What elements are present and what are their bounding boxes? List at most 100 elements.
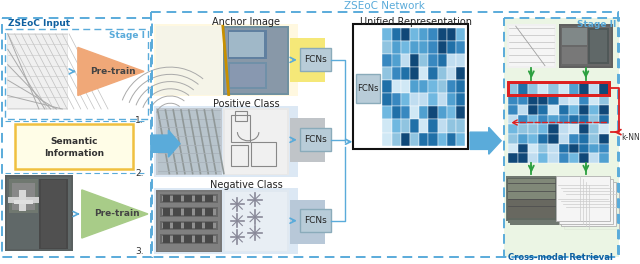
Bar: [392, 106, 401, 120]
Bar: [447, 120, 456, 133]
Bar: [569, 134, 579, 144]
Bar: [508, 82, 609, 95]
Bar: [438, 28, 447, 41]
Bar: [589, 134, 599, 144]
Text: Semantic: Semantic: [50, 137, 98, 146]
Bar: [401, 93, 410, 106]
Bar: [559, 134, 569, 144]
Bar: [569, 96, 579, 105]
Bar: [589, 115, 599, 124]
Polygon shape: [151, 130, 180, 157]
Bar: [438, 106, 447, 120]
Bar: [410, 106, 419, 120]
Bar: [528, 115, 538, 124]
Bar: [599, 82, 609, 95]
Bar: [410, 120, 419, 133]
Bar: [410, 80, 419, 93]
Polygon shape: [470, 127, 501, 154]
Bar: [538, 82, 548, 95]
Bar: [154, 106, 298, 177]
Bar: [428, 120, 438, 133]
Bar: [509, 26, 554, 66]
Bar: [508, 179, 555, 199]
Bar: [528, 153, 538, 163]
Bar: [392, 133, 401, 146]
Bar: [447, 93, 456, 106]
Bar: [41, 180, 66, 248]
Text: 1.: 1.: [136, 116, 144, 125]
Bar: [163, 235, 170, 243]
Bar: [518, 144, 528, 153]
Bar: [504, 18, 619, 257]
Bar: [456, 120, 465, 133]
Bar: [456, 41, 465, 54]
Bar: [184, 208, 192, 216]
Bar: [504, 18, 619, 257]
Text: FCNs: FCNs: [304, 55, 326, 64]
Bar: [548, 144, 559, 153]
Bar: [507, 24, 556, 68]
Bar: [161, 223, 216, 228]
Text: Stage II: Stage II: [577, 20, 616, 29]
Bar: [538, 153, 548, 163]
Bar: [428, 28, 438, 41]
Bar: [353, 24, 468, 149]
Bar: [173, 222, 181, 229]
Bar: [159, 221, 218, 230]
Bar: [163, 208, 170, 216]
Bar: [548, 134, 559, 144]
Bar: [548, 96, 559, 105]
Bar: [569, 124, 579, 134]
Text: FCNs: FCNs: [304, 216, 326, 225]
Bar: [438, 93, 447, 106]
Bar: [559, 82, 569, 95]
Bar: [559, 24, 613, 68]
Bar: [228, 62, 267, 89]
Bar: [383, 67, 392, 80]
Bar: [447, 41, 456, 54]
Bar: [39, 179, 68, 249]
Bar: [559, 124, 569, 134]
Text: Stage I: Stage I: [109, 31, 145, 40]
Bar: [507, 178, 556, 220]
Bar: [195, 195, 202, 202]
Bar: [383, 120, 392, 133]
Bar: [419, 120, 428, 133]
Bar: [428, 106, 438, 120]
Bar: [392, 67, 401, 80]
Bar: [438, 80, 447, 93]
Bar: [508, 124, 518, 134]
Text: ZSEoC Network: ZSEoC Network: [344, 1, 425, 11]
Bar: [563, 28, 587, 45]
Bar: [518, 105, 528, 115]
Bar: [195, 235, 202, 243]
Bar: [205, 195, 213, 202]
Bar: [456, 93, 465, 106]
Bar: [548, 105, 559, 115]
Bar: [428, 67, 438, 80]
Bar: [419, 41, 428, 54]
Bar: [13, 200, 33, 204]
Bar: [161, 209, 216, 215]
Bar: [447, 80, 456, 93]
Bar: [508, 115, 518, 124]
Text: Cross-modal Retrieval: Cross-modal Retrieval: [508, 253, 613, 262]
Bar: [456, 54, 465, 67]
Bar: [589, 105, 599, 115]
Bar: [159, 234, 218, 244]
Bar: [438, 133, 447, 146]
Bar: [225, 192, 287, 251]
Bar: [15, 124, 133, 169]
Bar: [528, 144, 538, 153]
Bar: [228, 32, 264, 57]
Polygon shape: [78, 47, 144, 96]
Bar: [401, 28, 410, 41]
Bar: [7, 177, 71, 249]
Bar: [456, 80, 465, 93]
Bar: [589, 96, 599, 105]
Bar: [438, 67, 447, 80]
Bar: [205, 235, 213, 243]
Bar: [599, 115, 609, 124]
Bar: [559, 153, 569, 163]
Bar: [154, 24, 298, 96]
